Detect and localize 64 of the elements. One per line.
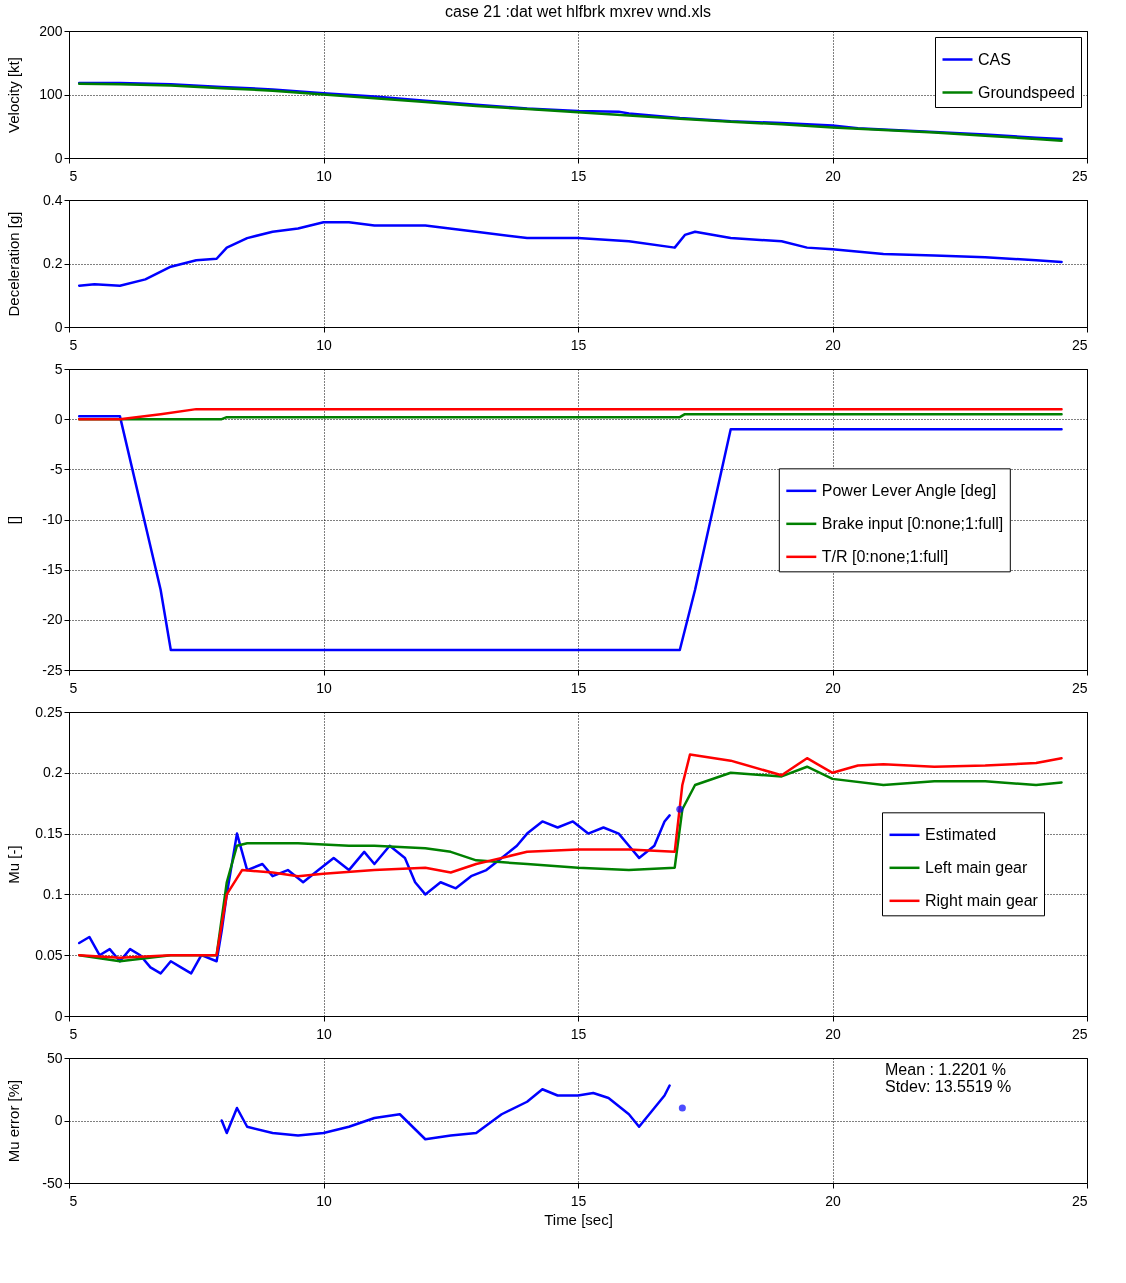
x-tick-label: 10	[316, 1025, 332, 1042]
y-tick-label: -25	[42, 661, 63, 678]
x-tick-label: 20	[825, 1025, 841, 1042]
y-tick-label: -20	[42, 611, 63, 628]
legend-label: Right main gear	[925, 891, 1039, 909]
x-tick-label: 15	[570, 1192, 587, 1209]
x-tick-label: 25	[1071, 679, 1088, 696]
x-tick-label: 5	[69, 167, 78, 184]
x-tick-label: 5	[69, 336, 78, 353]
y-tick-label: 0	[54, 149, 63, 166]
x-tick-label: 20	[825, 336, 841, 353]
x-axis-title: Time [sec]	[544, 1210, 613, 1228]
y-axis-title: Velocity [kt]	[4, 57, 22, 133]
legend-label: Estimated	[925, 825, 997, 843]
y-axis-title: Mu error [%]	[4, 1079, 22, 1163]
x-tick-label: 15	[570, 167, 587, 184]
y-tick-label: -10	[42, 511, 63, 527]
x-tick-label: 25	[1071, 167, 1088, 184]
y-tick-label: 5	[54, 360, 63, 377]
annotation: Stdev: 13.5519 %	[885, 1078, 1012, 1095]
y-tick-label: 200	[39, 22, 63, 39]
x-tick-label: 25	[1071, 1192, 1088, 1209]
chart-title: case 21 :dat wet hlfbrk mxrev wnd.xls	[445, 3, 711, 20]
y-tick-label: 100	[39, 86, 63, 102]
y-tick-label: 0.25	[35, 703, 63, 720]
x-tick-label: 5	[69, 1192, 78, 1209]
y-axis-title: Deceleration [g]	[4, 211, 22, 317]
y-axis-title: Mu [-]	[4, 845, 22, 884]
x-tick-label: 5	[69, 679, 78, 696]
y-tick-label: 0	[54, 1112, 63, 1128]
y-tick-label: 0	[54, 1007, 63, 1024]
x-tick-label: 25	[1071, 1025, 1088, 1042]
y-tick-label: -15	[42, 561, 63, 578]
y-tick-label: 0.05	[35, 946, 63, 963]
y-tick-label: 50	[46, 1049, 63, 1066]
annotation: Mean : 1.2201 %	[885, 1061, 1006, 1078]
y-tick-label: 0.2	[43, 764, 63, 781]
x-tick-label: 5	[69, 1025, 78, 1042]
legend-label: Groundspeed	[978, 83, 1075, 101]
x-tick-label: 10	[316, 679, 332, 696]
x-tick-label: 15	[570, 679, 587, 696]
y-tick-label: 0.2	[43, 255, 63, 271]
x-tick-label: 20	[825, 1192, 841, 1209]
x-tick-label: 20	[825, 167, 841, 184]
y-tick-label: 0.15	[35, 825, 63, 842]
legend-label: Power Lever Angle [deg]	[821, 481, 997, 499]
x-tick-label: 10	[316, 167, 332, 184]
y-tick-label: -5	[50, 460, 63, 477]
x-tick-label: 10	[316, 1192, 332, 1209]
x-tick-label: 25	[1071, 336, 1088, 353]
x-tick-label: 15	[570, 1025, 587, 1042]
x-tick-label: 20	[825, 679, 841, 696]
y-tick-label: -50	[42, 1174, 63, 1191]
y-tick-label: 0	[54, 410, 63, 427]
y-tick-label: 0.4	[43, 191, 63, 208]
legend-label: T/R [0:none;1:full]	[821, 547, 949, 565]
legend-label: CAS	[978, 50, 1011, 68]
x-tick-label: 15	[570, 336, 587, 353]
y-axis-title: []	[4, 515, 22, 525]
legend-label: Brake input [0:none;1:full]	[821, 514, 1004, 532]
y-tick-label: 0.1	[43, 885, 63, 902]
legend-label: Left main gear	[925, 858, 1028, 876]
y-tick-label: 0	[54, 318, 63, 335]
x-tick-label: 10	[316, 336, 332, 353]
